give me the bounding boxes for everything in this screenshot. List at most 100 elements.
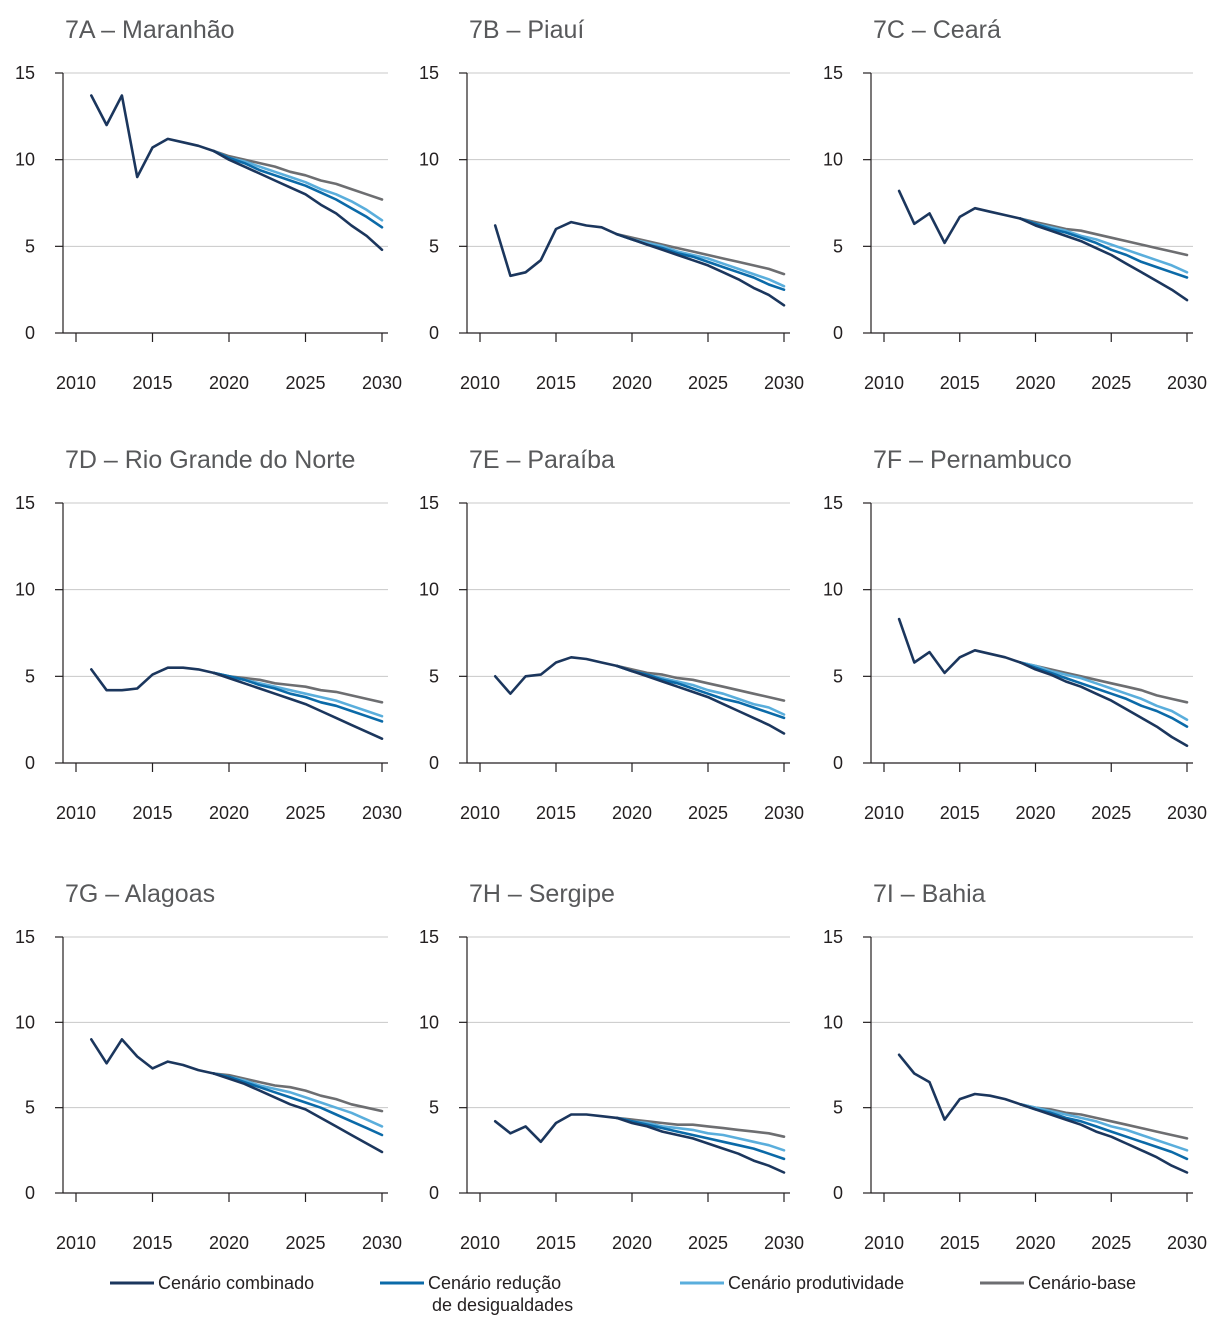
x-tick-label: 2030 — [1167, 373, 1207, 393]
y-tick-label: 5 — [833, 666, 843, 686]
chart-panel: 7E – Paraíba 0 5 10 15 2010 2015 2020 2025 2030 — [419, 446, 804, 823]
series-line-combinado — [212, 1072, 384, 1154]
chart-title: 7C – Ceará — [873, 16, 1001, 44]
x-tick-label: 2015 — [940, 803, 980, 823]
history-line — [493, 1113, 619, 1144]
x-tick-label: 2020 — [612, 1233, 652, 1253]
y-tick-label: 15 — [15, 493, 35, 513]
series-line-base — [212, 1072, 384, 1113]
series-line-combinado — [1019, 661, 1189, 748]
history-line — [897, 189, 1022, 245]
y-tick-label: 0 — [833, 323, 843, 343]
chart-title: 7B – Piauí — [469, 16, 584, 44]
x-tick-label: 2010 — [460, 373, 500, 393]
series-line-reducao — [615, 1116, 786, 1161]
y-tick-label: 15 — [15, 63, 35, 83]
x-tick-label: 2015 — [940, 373, 980, 393]
chart-title: 7H – Sergipe — [469, 880, 615, 908]
series-line-produtividade — [615, 1116, 786, 1152]
series-line-reducao — [212, 149, 384, 229]
y-tick-label: 5 — [25, 236, 35, 256]
y-tick-label: 15 — [419, 63, 439, 83]
x-tick-label: 2020 — [209, 1233, 249, 1253]
series-line-base — [615, 232, 786, 276]
x-tick-label: 2015 — [940, 1233, 980, 1253]
y-tick-label: 0 — [25, 753, 35, 773]
y-tick-label: 0 — [25, 323, 35, 343]
y-tick-label: 10 — [823, 580, 843, 600]
y-tick-label: 10 — [15, 580, 35, 600]
chart-panel: 7C – Ceará 0 5 10 15 2010 2015 2020 2025 2030 — [823, 16, 1207, 393]
legend-item-combinado: Cenário combinado — [110, 1273, 314, 1293]
x-tick-label: 2025 — [285, 803, 325, 823]
x-tick-label: 2020 — [1015, 803, 1055, 823]
series-line-base — [1019, 217, 1189, 257]
series-line-reducao — [212, 671, 384, 723]
x-tick-label: 2025 — [1091, 803, 1131, 823]
y-tick-label: 10 — [419, 1012, 439, 1032]
history-line — [493, 220, 619, 278]
x-tick-label: 2020 — [1015, 1233, 1055, 1253]
chart-panel: 7F – Pernambuco 0 5 10 15 2010 2015 2020 2025 203… — [823, 446, 1207, 823]
series-line-base — [615, 664, 786, 702]
series-line-produtividade — [1019, 217, 1189, 274]
x-tick-label: 2025 — [1091, 373, 1131, 393]
y-tick-label: 10 — [823, 1012, 843, 1032]
x-tick-label: 2025 — [1091, 1233, 1131, 1253]
y-tick-label: 10 — [419, 150, 439, 170]
y-tick-label: 15 — [419, 493, 439, 513]
chart-panel: 7G – Alagoas 0 5 10 15 2010 2015 2020 2025 2030 — [15, 880, 402, 1253]
x-tick-label: 2015 — [536, 1233, 576, 1253]
legend-label: Cenário redução — [428, 1273, 561, 1293]
y-tick-label: 5 — [25, 666, 35, 686]
chart-panel: 7B – Piauí 0 5 10 15 2010 2015 2020 2025 2030 — [419, 16, 804, 393]
x-tick-label: 2020 — [209, 803, 249, 823]
y-tick-label: 10 — [15, 150, 35, 170]
series-line-produtividade — [1019, 1103, 1189, 1152]
y-tick-label: 15 — [823, 493, 843, 513]
y-tick-label: 5 — [429, 666, 439, 686]
y-tick-label: 0 — [429, 323, 439, 343]
legend-label: Cenário produtividade — [728, 1273, 904, 1293]
chart-title: 7F – Pernambuco — [873, 446, 1072, 474]
y-tick-label: 5 — [429, 1098, 439, 1118]
x-tick-label: 2030 — [764, 803, 804, 823]
x-tick-label: 2030 — [362, 373, 402, 393]
series-line-combinado — [615, 1116, 786, 1174]
y-tick-label: 5 — [429, 236, 439, 256]
x-tick-label: 2020 — [612, 803, 652, 823]
x-tick-label: 2015 — [536, 373, 576, 393]
series-line-combinado — [1019, 1103, 1189, 1174]
x-tick-label: 2010 — [864, 1233, 904, 1253]
x-tick-label: 2025 — [688, 1233, 728, 1253]
history-line — [90, 1038, 215, 1075]
y-tick-label: 5 — [833, 236, 843, 256]
x-tick-label: 2010 — [864, 803, 904, 823]
chart-panel: 7A – Maranhão 0 5 10 15 2010 2015 2020 2025 2030 — [15, 16, 402, 393]
series-line-combinado — [615, 232, 786, 307]
series-line-base — [212, 671, 384, 704]
history-line — [897, 1053, 1022, 1121]
x-tick-label: 2010 — [460, 1233, 500, 1253]
x-tick-label: 2030 — [764, 373, 804, 393]
y-tick-label: 0 — [429, 1183, 439, 1203]
series-line-produtividade — [1019, 661, 1189, 722]
x-tick-label: 2015 — [132, 373, 172, 393]
x-tick-label: 2015 — [132, 803, 172, 823]
series-line-reducao — [1019, 217, 1189, 279]
chart-panel: 7H – Sergipe 0 5 10 15 2010 2015 2020 2025 2030 — [419, 880, 804, 1253]
x-tick-label: 2015 — [132, 1233, 172, 1253]
chart-title: 7A – Maranhão — [65, 16, 235, 44]
y-tick-label: 0 — [833, 753, 843, 773]
chart-title: 7I – Bahia — [873, 880, 986, 908]
x-tick-label: 2030 — [764, 1233, 804, 1253]
x-tick-label: 2020 — [209, 373, 249, 393]
x-tick-label: 2030 — [1167, 1233, 1207, 1253]
x-tick-label: 2015 — [536, 803, 576, 823]
y-tick-label: 15 — [823, 927, 843, 947]
chart-panel: 7D – Rio Grande do Norte 0 5 10 15 2010 2015 20… — [15, 446, 402, 823]
series-line-base — [615, 1116, 786, 1138]
y-tick-label: 0 — [25, 1183, 35, 1203]
